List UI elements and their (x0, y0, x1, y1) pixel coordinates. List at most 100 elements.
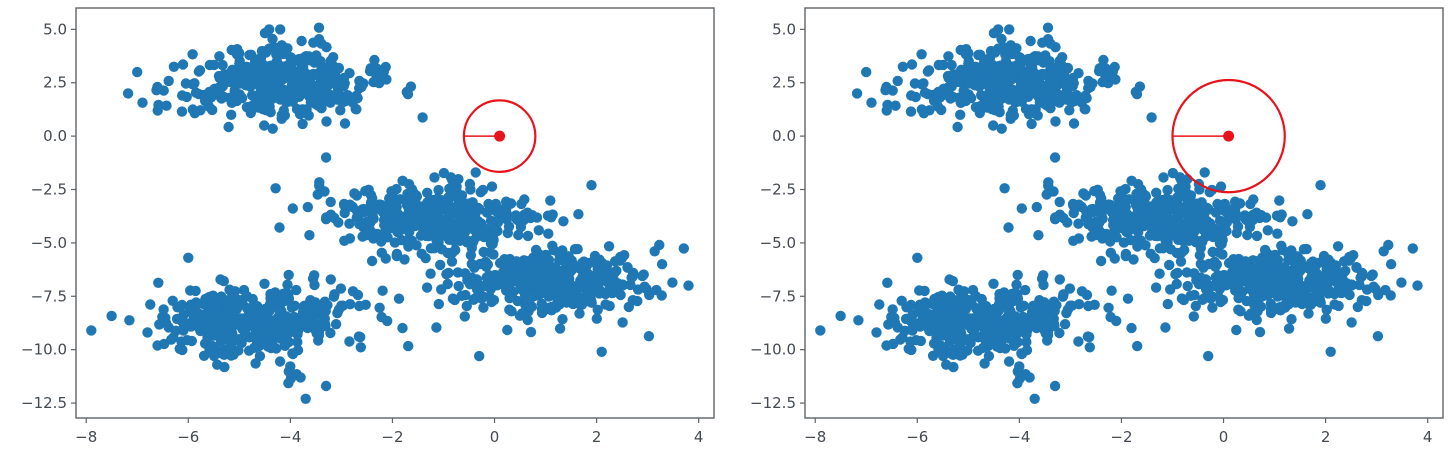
scatter-point (1176, 247, 1187, 258)
scatter-point (274, 76, 286, 88)
scatter-point (1016, 203, 1027, 214)
scatter-point (1111, 221, 1122, 232)
y-tick-label: 0.0 (772, 127, 796, 145)
scatter-point (137, 97, 148, 108)
scatter-point (656, 259, 668, 270)
x-tick-label: −2 (381, 428, 403, 446)
scatter-point (1119, 196, 1131, 208)
scatter-point (574, 308, 585, 319)
scatter-point (1213, 228, 1224, 239)
scatter-point (227, 64, 238, 76)
scatter-point (950, 295, 962, 306)
scatter-point (1105, 199, 1116, 211)
scatter-point (267, 123, 278, 134)
scatter-point (916, 49, 927, 60)
scatter-point (515, 263, 527, 275)
scatter-point (468, 294, 479, 305)
scatter-point (476, 293, 487, 304)
scatter-point (225, 307, 236, 318)
scatter-point (299, 52, 310, 63)
scatter-point (1160, 235, 1171, 246)
scatter-point (1024, 372, 1035, 383)
scatter-point (1064, 283, 1076, 294)
scatter-point (142, 327, 153, 338)
scatter-point (245, 314, 256, 325)
scatter-point (988, 309, 1000, 321)
scatter-point (906, 59, 918, 70)
scatter-point (1176, 175, 1187, 186)
scatter-point (1130, 215, 1141, 227)
scatter-point (968, 329, 980, 340)
scatter-point (534, 270, 546, 281)
scatter-point (1160, 322, 1171, 333)
scatter-point (1109, 253, 1121, 264)
scatter-point (1081, 289, 1093, 301)
scatter-point (536, 283, 547, 295)
scatter-point (342, 90, 353, 101)
scatter-point (1378, 246, 1389, 257)
scatter-point (331, 88, 343, 99)
scatter-point (1144, 230, 1156, 241)
scatter-point (1044, 56, 1055, 67)
scatter-point (1014, 361, 1025, 372)
y-tick-label: 2.5 (43, 74, 67, 92)
scatter-point (471, 284, 483, 295)
scatter-point (1049, 380, 1061, 392)
scatter-point (177, 59, 189, 70)
scatter-point (871, 327, 882, 338)
scatter-point (1095, 255, 1107, 267)
scatter-point (369, 54, 380, 66)
scatter-point (1033, 230, 1044, 241)
scatter-point (1346, 317, 1357, 328)
scatter-point (269, 83, 280, 95)
scatter-point (187, 49, 198, 60)
y-tick-label: −12.5 (750, 394, 796, 412)
scatter-point (436, 244, 447, 255)
scatter-point (205, 311, 217, 322)
scatter-point (411, 191, 422, 202)
scatter-point (1244, 263, 1256, 275)
scatter-point (1015, 302, 1027, 313)
scatter-point (547, 209, 558, 220)
scatter-point (890, 100, 901, 111)
scatter-point (558, 216, 569, 227)
scatter-point (254, 94, 265, 105)
scatter-point (292, 329, 303, 340)
scatter-point (1032, 110, 1043, 121)
scatter-point (421, 282, 433, 293)
scatter-point (403, 340, 414, 352)
scatter-point (1213, 291, 1224, 302)
scatter-point (1301, 243, 1312, 255)
scatter-point (1062, 62, 1074, 74)
scatter-point (1197, 294, 1208, 305)
scatter-point (543, 228, 554, 239)
scatter-point (944, 336, 956, 347)
scatter-point (227, 348, 238, 360)
scatter-point (255, 63, 266, 75)
scatter-point (499, 254, 510, 265)
scatter-point (313, 330, 325, 341)
scatter-point (892, 75, 903, 87)
scatter-point (1068, 235, 1079, 246)
scatter-point (912, 252, 923, 263)
scatter-point (477, 184, 489, 196)
scatter-point (488, 273, 500, 284)
scatter-point (1207, 302, 1218, 313)
scatter-point (1115, 186, 1126, 197)
scatter-point (344, 218, 355, 229)
query-point (494, 130, 506, 142)
scatter-point (1283, 323, 1295, 334)
scatter-point (1017, 70, 1028, 82)
scatter-point (296, 35, 307, 47)
scatter-point (221, 295, 233, 306)
scatter-point (279, 88, 290, 99)
scatter-point (1003, 76, 1015, 88)
scatter-point (1319, 255, 1331, 267)
scatter-point (1276, 301, 1287, 312)
scatter-point (444, 234, 455, 245)
scatter-point (468, 236, 479, 247)
scatter-point (639, 281, 650, 292)
scatter-point (1062, 217, 1073, 228)
scatter-point (168, 61, 180, 72)
scatter-point (1011, 314, 1023, 325)
